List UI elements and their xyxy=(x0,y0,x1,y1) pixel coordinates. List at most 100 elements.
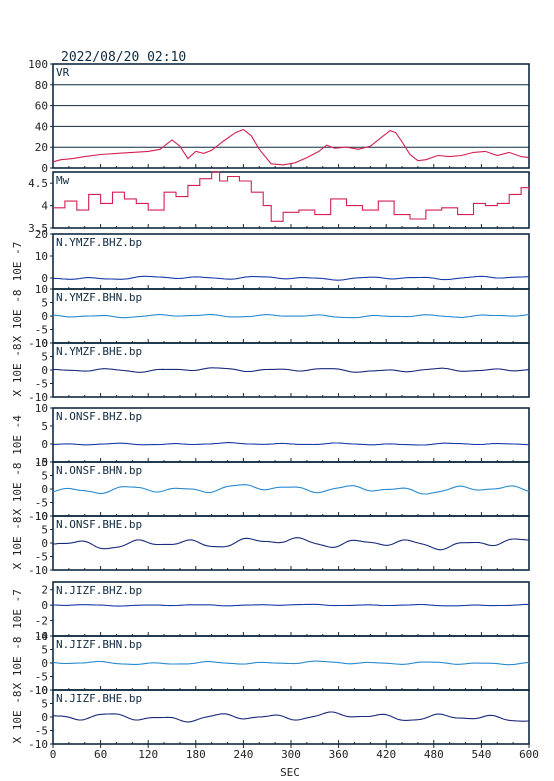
channel-label-onsf-bhn: N.ONSF.BHN.bp xyxy=(56,464,142,477)
ytick-label-ymzf-bhe--10: -10 xyxy=(28,391,48,404)
ytick-label-onsf-bhz--5: -5 xyxy=(35,456,48,469)
xtick-label-180: 180 xyxy=(186,748,206,761)
series-line-mw xyxy=(53,171,530,222)
x-axis: 0 60 120 180 240 300 360 420 480 540 600 xyxy=(50,744,539,761)
ytick-label-onsf-bhe-5: 5 xyxy=(41,524,48,537)
xtick-label-360: 360 xyxy=(329,748,349,761)
ytick-label-jizf-bhe--10: -10 xyxy=(28,738,48,751)
ytick-label-jizf-bhn--5: -5 xyxy=(35,671,48,684)
ylabel-jizf-bhn: X 10E -8 xyxy=(11,637,24,690)
channel-label-mw: Mw xyxy=(56,174,70,187)
ytick-label-jizf-bhn--10: -10 xyxy=(28,684,48,697)
ytick-label-jizf-bhz--2: -2 xyxy=(35,615,48,628)
panel-vr: 0 20 40 60 80 100 VR xyxy=(28,58,530,175)
ytick-label-onsf-bhe--10: -10 xyxy=(28,564,48,577)
panel-jizf-bhz: -4 -2 0 2 10E -7 N.JIZF.BHZ.bp xyxy=(11,581,530,643)
channel-label-onsf-bhe: N.ONSF.BHE.bp xyxy=(56,518,142,531)
ytick-label-ymzf-bhe-0: 0 xyxy=(41,364,48,377)
ytick-label-jizf-bhz--4: -4 xyxy=(35,630,49,643)
xtick-label-300: 300 xyxy=(281,748,301,761)
ytick-label-ymzf-bhn-10: 10 xyxy=(35,283,48,296)
ytick-label-ymzf-bhn--5: -5 xyxy=(35,324,48,337)
ytick-label-ymzf-bhe-10: 10 xyxy=(35,337,48,350)
channel-label-ymzf-bhe: N.YMZF.BHE.bp xyxy=(56,345,142,358)
ytick-label-onsf-bhz-10: 10 xyxy=(35,402,48,415)
ytick-label-onsf-bhn-10: 10 xyxy=(35,456,48,469)
ytick-label-vr-0: 0 xyxy=(41,162,48,175)
ylabel-ymzf-bhn: X 10E -8 xyxy=(11,290,24,343)
ytick-label-onsf-bhn--10: -10 xyxy=(28,510,48,523)
ytick-label-ymzf-bhe-5: 5 xyxy=(41,351,48,364)
ytick-label-onsf-bhe-0: 0 xyxy=(41,537,48,550)
x-axis-label: SEC xyxy=(280,766,300,779)
xtick-label-420: 420 xyxy=(376,748,396,761)
series-line-ymzf-bhz xyxy=(52,275,529,281)
panel-mw: 3.5 4 4.5 Mw xyxy=(28,171,530,235)
channel-label-jizf-bhn: N.JIZF.BHN.bp xyxy=(56,638,142,651)
ytick-label-mw-4.5: 4.5 xyxy=(28,177,48,190)
figure-datetime: 2022/08/20 02:10 xyxy=(61,50,186,65)
ytick-label-jizf-bhn-5: 5 xyxy=(41,644,48,657)
ytick-label-ymzf-bhe--5: -5 xyxy=(35,378,48,391)
xtick-label-540: 540 xyxy=(471,748,491,761)
xtick-label-0: 0 xyxy=(50,748,57,761)
series-line-jizf-bhe xyxy=(52,711,530,723)
ytick-label-jizf-bhn-10: 10 xyxy=(35,630,48,643)
ytick-label-mw-3.5: 3.5 xyxy=(28,222,48,235)
ytick-label-ymzf-bhz-10: 10 xyxy=(35,250,48,263)
xtick-label-480: 480 xyxy=(424,748,444,761)
ytick-label-onsf-bhz-0: 0 xyxy=(41,438,48,451)
ytick-label-onsf-bhe--5: -5 xyxy=(35,551,48,564)
series-line-ymzf-bhn xyxy=(52,313,530,319)
series-line-onsf-bhe xyxy=(52,537,530,551)
ylabel-jizf-bhz: 10E -7 xyxy=(11,589,24,629)
panel-ymzf-bhz: 0 10 20 10E -7 N.YMZF.BHZ.bp xyxy=(11,228,530,290)
ytick-label-vr-80: 80 xyxy=(35,79,48,92)
ytick-label-vr-20: 20 xyxy=(35,141,48,154)
channel-label-ymzf-bhn: N.YMZF.BHN.bp xyxy=(56,291,142,304)
channel-label-vr: VR xyxy=(56,66,70,79)
ylabel-onsf-bhe: X 10E -8 xyxy=(11,517,24,570)
series-line-ymzf-bhe xyxy=(53,367,530,373)
ylabel-onsf-bhn: X 10E -8 xyxy=(11,463,24,516)
ytick-label-jizf-bhe--5: -5 xyxy=(35,725,48,738)
xtick-label-600: 600 xyxy=(519,748,539,761)
xtick-label-60: 60 xyxy=(94,748,107,761)
ylabel-onsf-bhz: 10E -4 xyxy=(11,415,24,455)
series-line-vr xyxy=(52,128,530,166)
series-line-onsf-bhz xyxy=(53,442,529,446)
series-line-onsf-bhn xyxy=(52,484,530,495)
ytick-label-ymzf-bhn--10: -10 xyxy=(28,337,48,350)
panel-frame-mw xyxy=(52,171,530,229)
ytick-label-ymzf-bhn-0: 0 xyxy=(41,310,48,323)
xtick-label-120: 120 xyxy=(138,748,158,761)
ytick-label-vr-40: 40 xyxy=(35,120,48,133)
ylabel-ymzf-bhz: 10E -7 xyxy=(11,242,24,282)
ytick-label-ymzf-bhn-5: 5 xyxy=(41,297,48,310)
ylabel-ymzf-bhe: X 10E -8 xyxy=(11,344,24,397)
xtick-label-240: 240 xyxy=(233,748,253,761)
ytick-label-onsf-bhn-0: 0 xyxy=(41,483,48,496)
ytick-label-jizf-bhn-0: 0 xyxy=(41,657,48,670)
ytick-label-jizf-bhe-10: 10 xyxy=(35,684,48,697)
ytick-label-onsf-bhe-10: 10 xyxy=(35,510,48,523)
ytick-label-onsf-bhz-5: 5 xyxy=(41,420,48,433)
ytick-label-vr-100: 100 xyxy=(28,58,48,71)
channel-label-jizf-bhe: N.JIZF.BHE.bp xyxy=(56,692,142,705)
ytick-label-mw-4: 4 xyxy=(41,200,48,213)
ytick-label-jizf-bhz-0: 0 xyxy=(41,599,48,612)
ytick-label-vr-60: 60 xyxy=(35,100,48,113)
ytick-label-ymzf-bhz-20: 20 xyxy=(35,228,48,241)
channel-label-onsf-bhz: N.ONSF.BHZ.bp xyxy=(56,410,142,423)
ytick-label-ymzf-bhz-0: 0 xyxy=(41,272,48,285)
ytick-label-onsf-bhn-5: 5 xyxy=(41,470,48,483)
series-line-jizf-bhn xyxy=(52,660,530,666)
